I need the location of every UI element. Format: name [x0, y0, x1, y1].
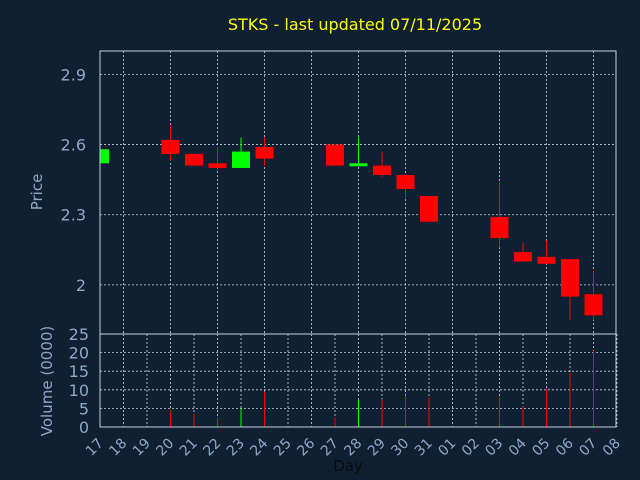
price-candles: [99, 125, 603, 320]
x-tick-label: 30: [388, 436, 412, 460]
price-y-tick-label: 2.6: [61, 136, 86, 155]
volume-bars: [99, 350, 594, 427]
price-panel-frame: [99, 50, 617, 335]
volume-y-tick-label: 15: [69, 362, 89, 381]
volume-panel-frame: [99, 333, 617, 428]
volume-axis-label: Volume (0000): [38, 326, 56, 436]
x-tick-label: 21: [177, 436, 201, 460]
candle-body: [490, 217, 509, 239]
x-tick-label: 28: [341, 436, 365, 460]
x-tick-label: 03: [482, 436, 506, 460]
x-tick-label: 02: [459, 436, 483, 460]
x-tick-label: 19: [130, 436, 154, 460]
candle-body: [420, 196, 438, 222]
x-tick-label: 22: [200, 436, 224, 460]
x-tick-label: 17: [83, 436, 107, 460]
x-tick-label: 01: [435, 436, 459, 460]
x-tick-label: 24: [247, 435, 271, 459]
x-tick-label: 06: [553, 435, 577, 459]
candle-body: [255, 146, 274, 159]
volume-y-tick-label: 0: [79, 418, 89, 437]
volume-y-tick-label: 20: [69, 344, 89, 363]
candle-body: [537, 256, 556, 264]
candle-body: [396, 174, 415, 189]
x-tick-label: 04: [506, 435, 530, 459]
x-tick-label: 07: [576, 436, 600, 460]
price-y-tick-label: 2.9: [61, 65, 86, 84]
x-tick-label: 05: [529, 436, 553, 460]
x-ticks: 17 18 19 20 21 22 23 24 25 26 27 28 29 30 31 01 02 03 04 05…: [83, 435, 624, 459]
x-axis-label: Day: [333, 457, 363, 475]
candle-body: [232, 151, 250, 168]
volume-y-tick-label: 25: [69, 325, 89, 344]
price-grid: [100, 51, 616, 334]
x-tick-label: 25: [271, 436, 295, 460]
candle-body: [326, 144, 344, 166]
candle-body: [373, 165, 391, 175]
price-axis-label: Price: [28, 174, 46, 211]
candle-body: [514, 252, 532, 262]
x-tick-label: 23: [224, 436, 248, 460]
candle-body: [185, 153, 203, 166]
candle-body: [100, 149, 109, 164]
price-y-tick-label: 2.3: [61, 206, 86, 225]
x-tick-label: 20: [153, 436, 177, 460]
x-tick-label: 27: [318, 436, 342, 460]
x-tick-label: 29: [365, 436, 389, 460]
candle-body: [208, 163, 227, 168]
candle-body: [561, 259, 579, 297]
price-y-ticks: 2 2.3 2.6 2.9: [61, 65, 86, 294]
x-tick-label: 26: [294, 435, 318, 459]
price-y-tick-label: 2: [76, 276, 86, 295]
candle-body: [349, 163, 368, 167]
x-tick-label: 18: [106, 436, 130, 460]
volume-y-tick-label: 10: [69, 381, 89, 400]
x-tick-label: 08: [600, 436, 624, 460]
chart-title: STKS - last updated 07/11/2025: [228, 15, 482, 34]
candle-body: [161, 139, 180, 154]
candle-body: [584, 294, 603, 316]
x-tick-label: 31: [412, 436, 436, 460]
volume-y-tick-label: 5: [79, 399, 89, 418]
